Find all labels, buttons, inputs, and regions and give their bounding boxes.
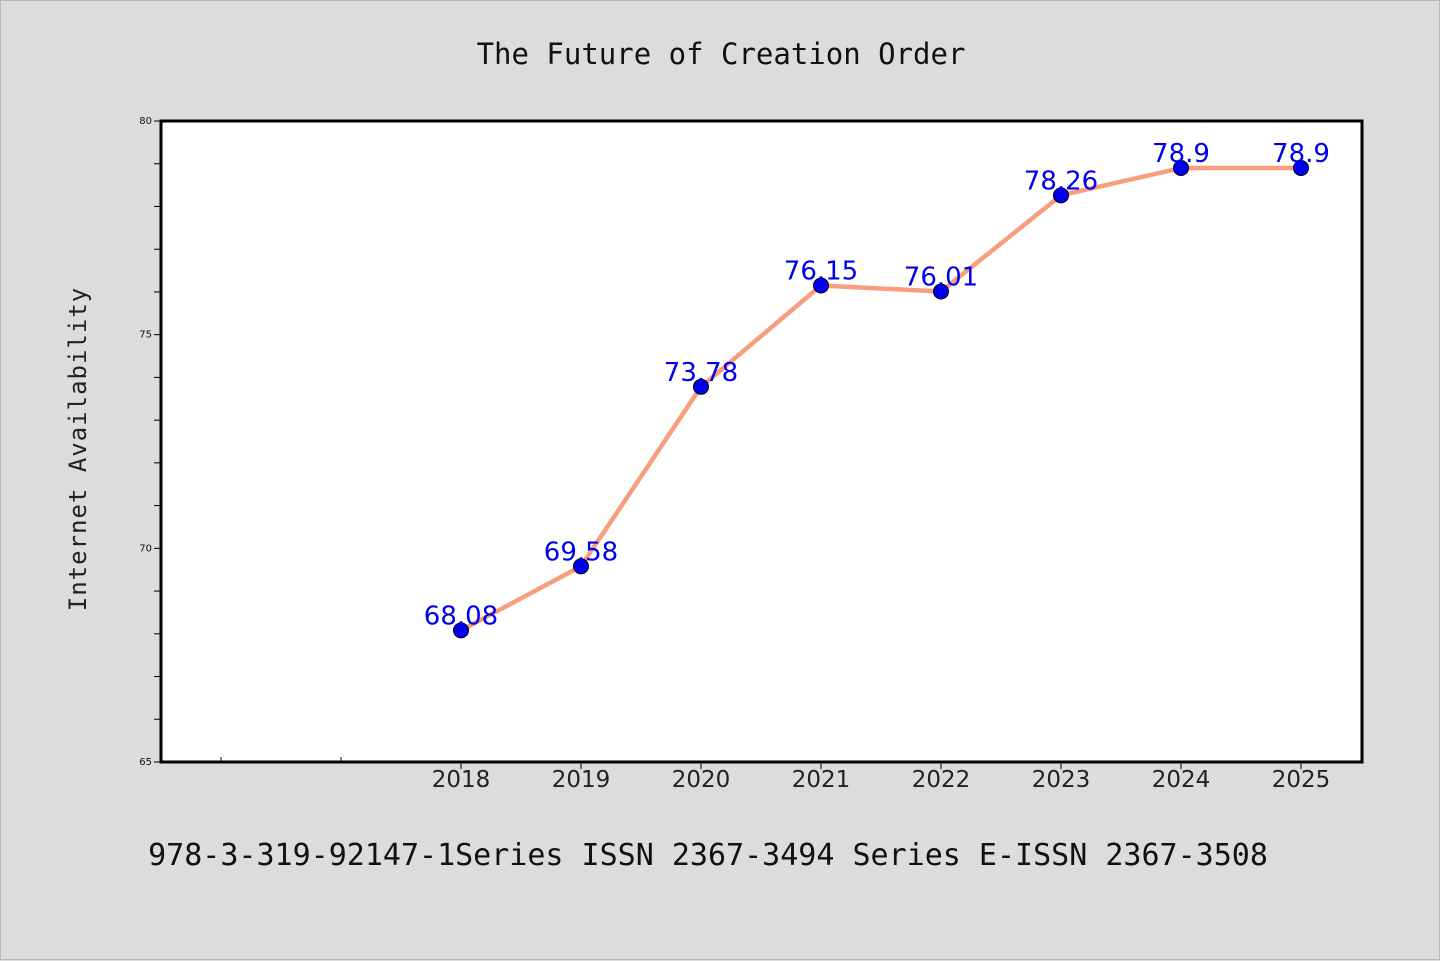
data-label: 69.58 (544, 537, 618, 567)
y-tick-label: 80 (139, 116, 152, 127)
data-label: 76.15 (784, 257, 858, 287)
y-tick-label: 65 (139, 757, 152, 768)
chart-title: The Future of Creation Order (477, 37, 966, 71)
x-tick-label: 2023 (1032, 767, 1091, 793)
y-axis-label: Internet Availability (64, 287, 92, 611)
data-point (1173, 160, 1189, 177)
series-group: 68.08 69.58 73.78 76.15 76.01 78.26 78.9 78.9 (424, 139, 1330, 639)
x-tick-label: 2024 (1152, 767, 1211, 793)
data-label: 78.9 (1272, 139, 1330, 169)
plot-area (159, 119, 1364, 764)
y-tick-label: 70 (139, 543, 152, 554)
data-point (1053, 187, 1069, 204)
data-label: 76.01 (904, 263, 978, 293)
data-point (573, 558, 589, 575)
x-tick-label: 2021 (792, 767, 851, 793)
data-label: 73.78 (664, 358, 738, 388)
x-tick-label: 2019 (552, 767, 611, 793)
x-tick-label: 2022 (912, 767, 971, 793)
series-line (459, 165, 1301, 633)
data-point (1293, 160, 1309, 177)
data-label: 78.9 (1152, 139, 1210, 169)
x-tick-label: 2020 (672, 767, 731, 793)
data-label: 68.08 (424, 601, 498, 631)
data-point (453, 622, 469, 639)
data-point (813, 277, 829, 294)
data-point (933, 283, 949, 300)
data-point (693, 378, 709, 395)
x-tick-label: 2018 (432, 767, 491, 793)
x-tick-label: 2025 (1272, 767, 1331, 793)
data-label: 78.26 (1024, 166, 1098, 196)
y-tick-label: 75 (139, 330, 152, 341)
footer-text: 978-3-319-92147-1Series ISSN 2367-3494 S… (148, 838, 1268, 873)
x-axis: 2018 2019 2020 2021 2022 2023 2024 2025 (220, 757, 1331, 793)
y-axis: 65 70 75 80 (139, 116, 161, 768)
